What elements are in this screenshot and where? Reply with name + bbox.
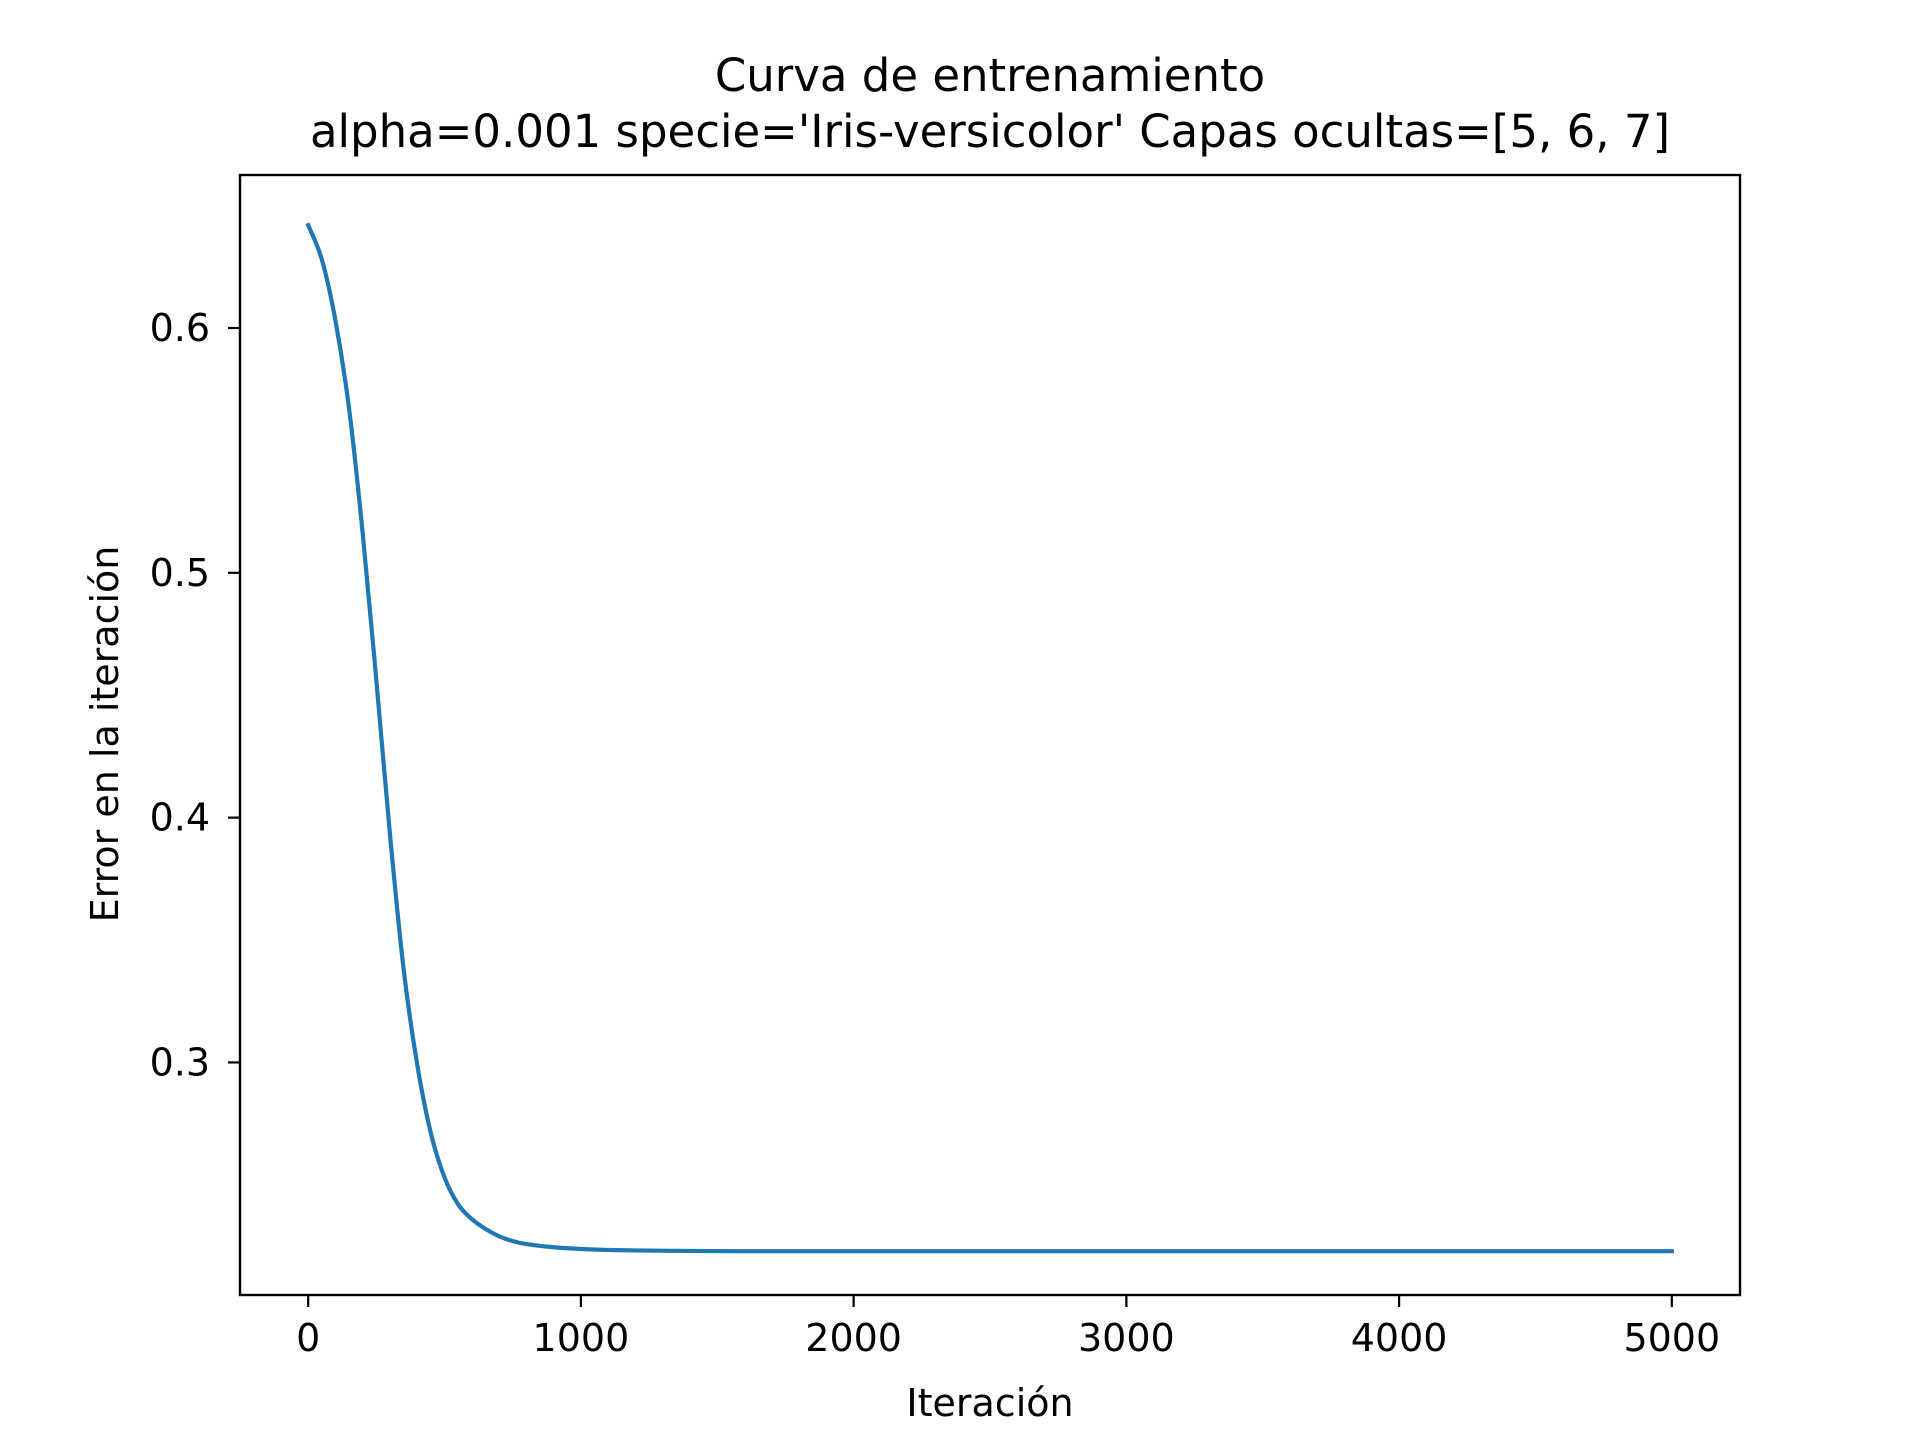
x-tick-label: 5000 bbox=[1623, 1316, 1720, 1360]
x-tick-label: 0 bbox=[296, 1316, 320, 1360]
series-line bbox=[305, 222, 1674, 1254]
chart-title: Curva de entrenamiento bbox=[715, 49, 1265, 102]
plot-area: 0 1000 2000 3000 4000 5000 0.3 0.4 0.5 0.6 bbox=[150, 222, 1720, 1360]
y-tick-label: 0.5 bbox=[150, 551, 210, 595]
x-tick-label: 4000 bbox=[1351, 1316, 1448, 1360]
chart-subtitle: alpha=0.001 specie='Iris-versicolor' Cap… bbox=[310, 105, 1670, 158]
y-tick-label: 0.4 bbox=[150, 796, 210, 840]
plot-frame bbox=[238, 173, 1742, 1297]
x-tick-label: 2000 bbox=[805, 1316, 902, 1360]
x-axis-label: Iteración bbox=[906, 1381, 1073, 1425]
y-tick-label: 0.6 bbox=[150, 306, 210, 350]
x-tick-label: 1000 bbox=[533, 1316, 630, 1360]
y-tick-label: 0.3 bbox=[150, 1040, 210, 1084]
y-axis-label: Error en la iteración bbox=[83, 546, 127, 923]
x-tick-label: 3000 bbox=[1078, 1316, 1175, 1360]
